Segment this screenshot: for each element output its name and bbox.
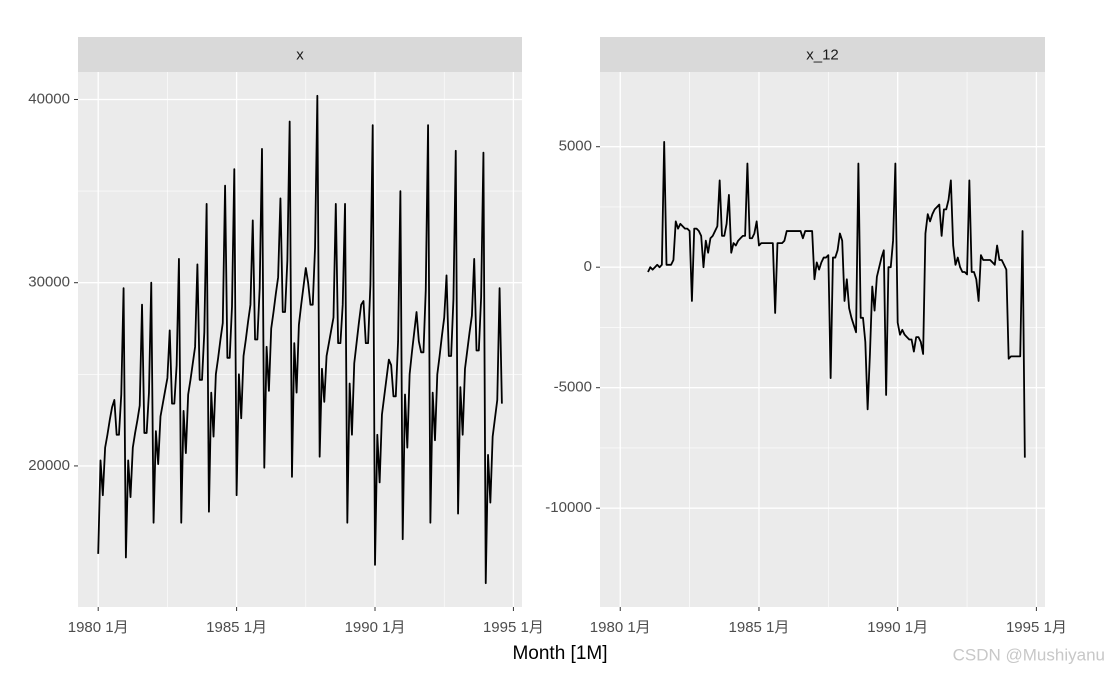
x-tick-label: 1995 1月 [483,619,544,636]
y-tick-label: 30000 [28,274,70,291]
strip [600,37,1045,72]
strip-label: x [296,46,304,63]
y-tick-label: 40000 [28,90,70,107]
x-tick-label: 1980 1月 [590,619,651,636]
y-tick-label: -5000 [554,379,592,396]
x-tick-label: 1980 1月 [68,619,129,636]
y-tick-label: 0 [584,258,592,275]
watermark: CSDN @Mushiyanu [953,645,1105,664]
x-tick-label: 1985 1月 [206,619,267,636]
y-tick-label: 20000 [28,457,70,474]
strip-label: x_12 [806,46,839,63]
y-tick-label: -10000 [545,499,592,516]
x-tick-label: 1990 1月 [867,619,928,636]
series-line [97,94,503,585]
x-axis-title: Month [1M] [512,643,607,664]
y-tick-label: 5000 [559,138,592,155]
x-tick-label: 1990 1月 [345,619,406,636]
panel [600,72,1045,607]
series-line [647,140,1026,458]
strip [78,37,522,72]
x-tick-label: 1995 1月 [1006,619,1067,636]
x-tick-label: 1985 1月 [729,619,790,636]
